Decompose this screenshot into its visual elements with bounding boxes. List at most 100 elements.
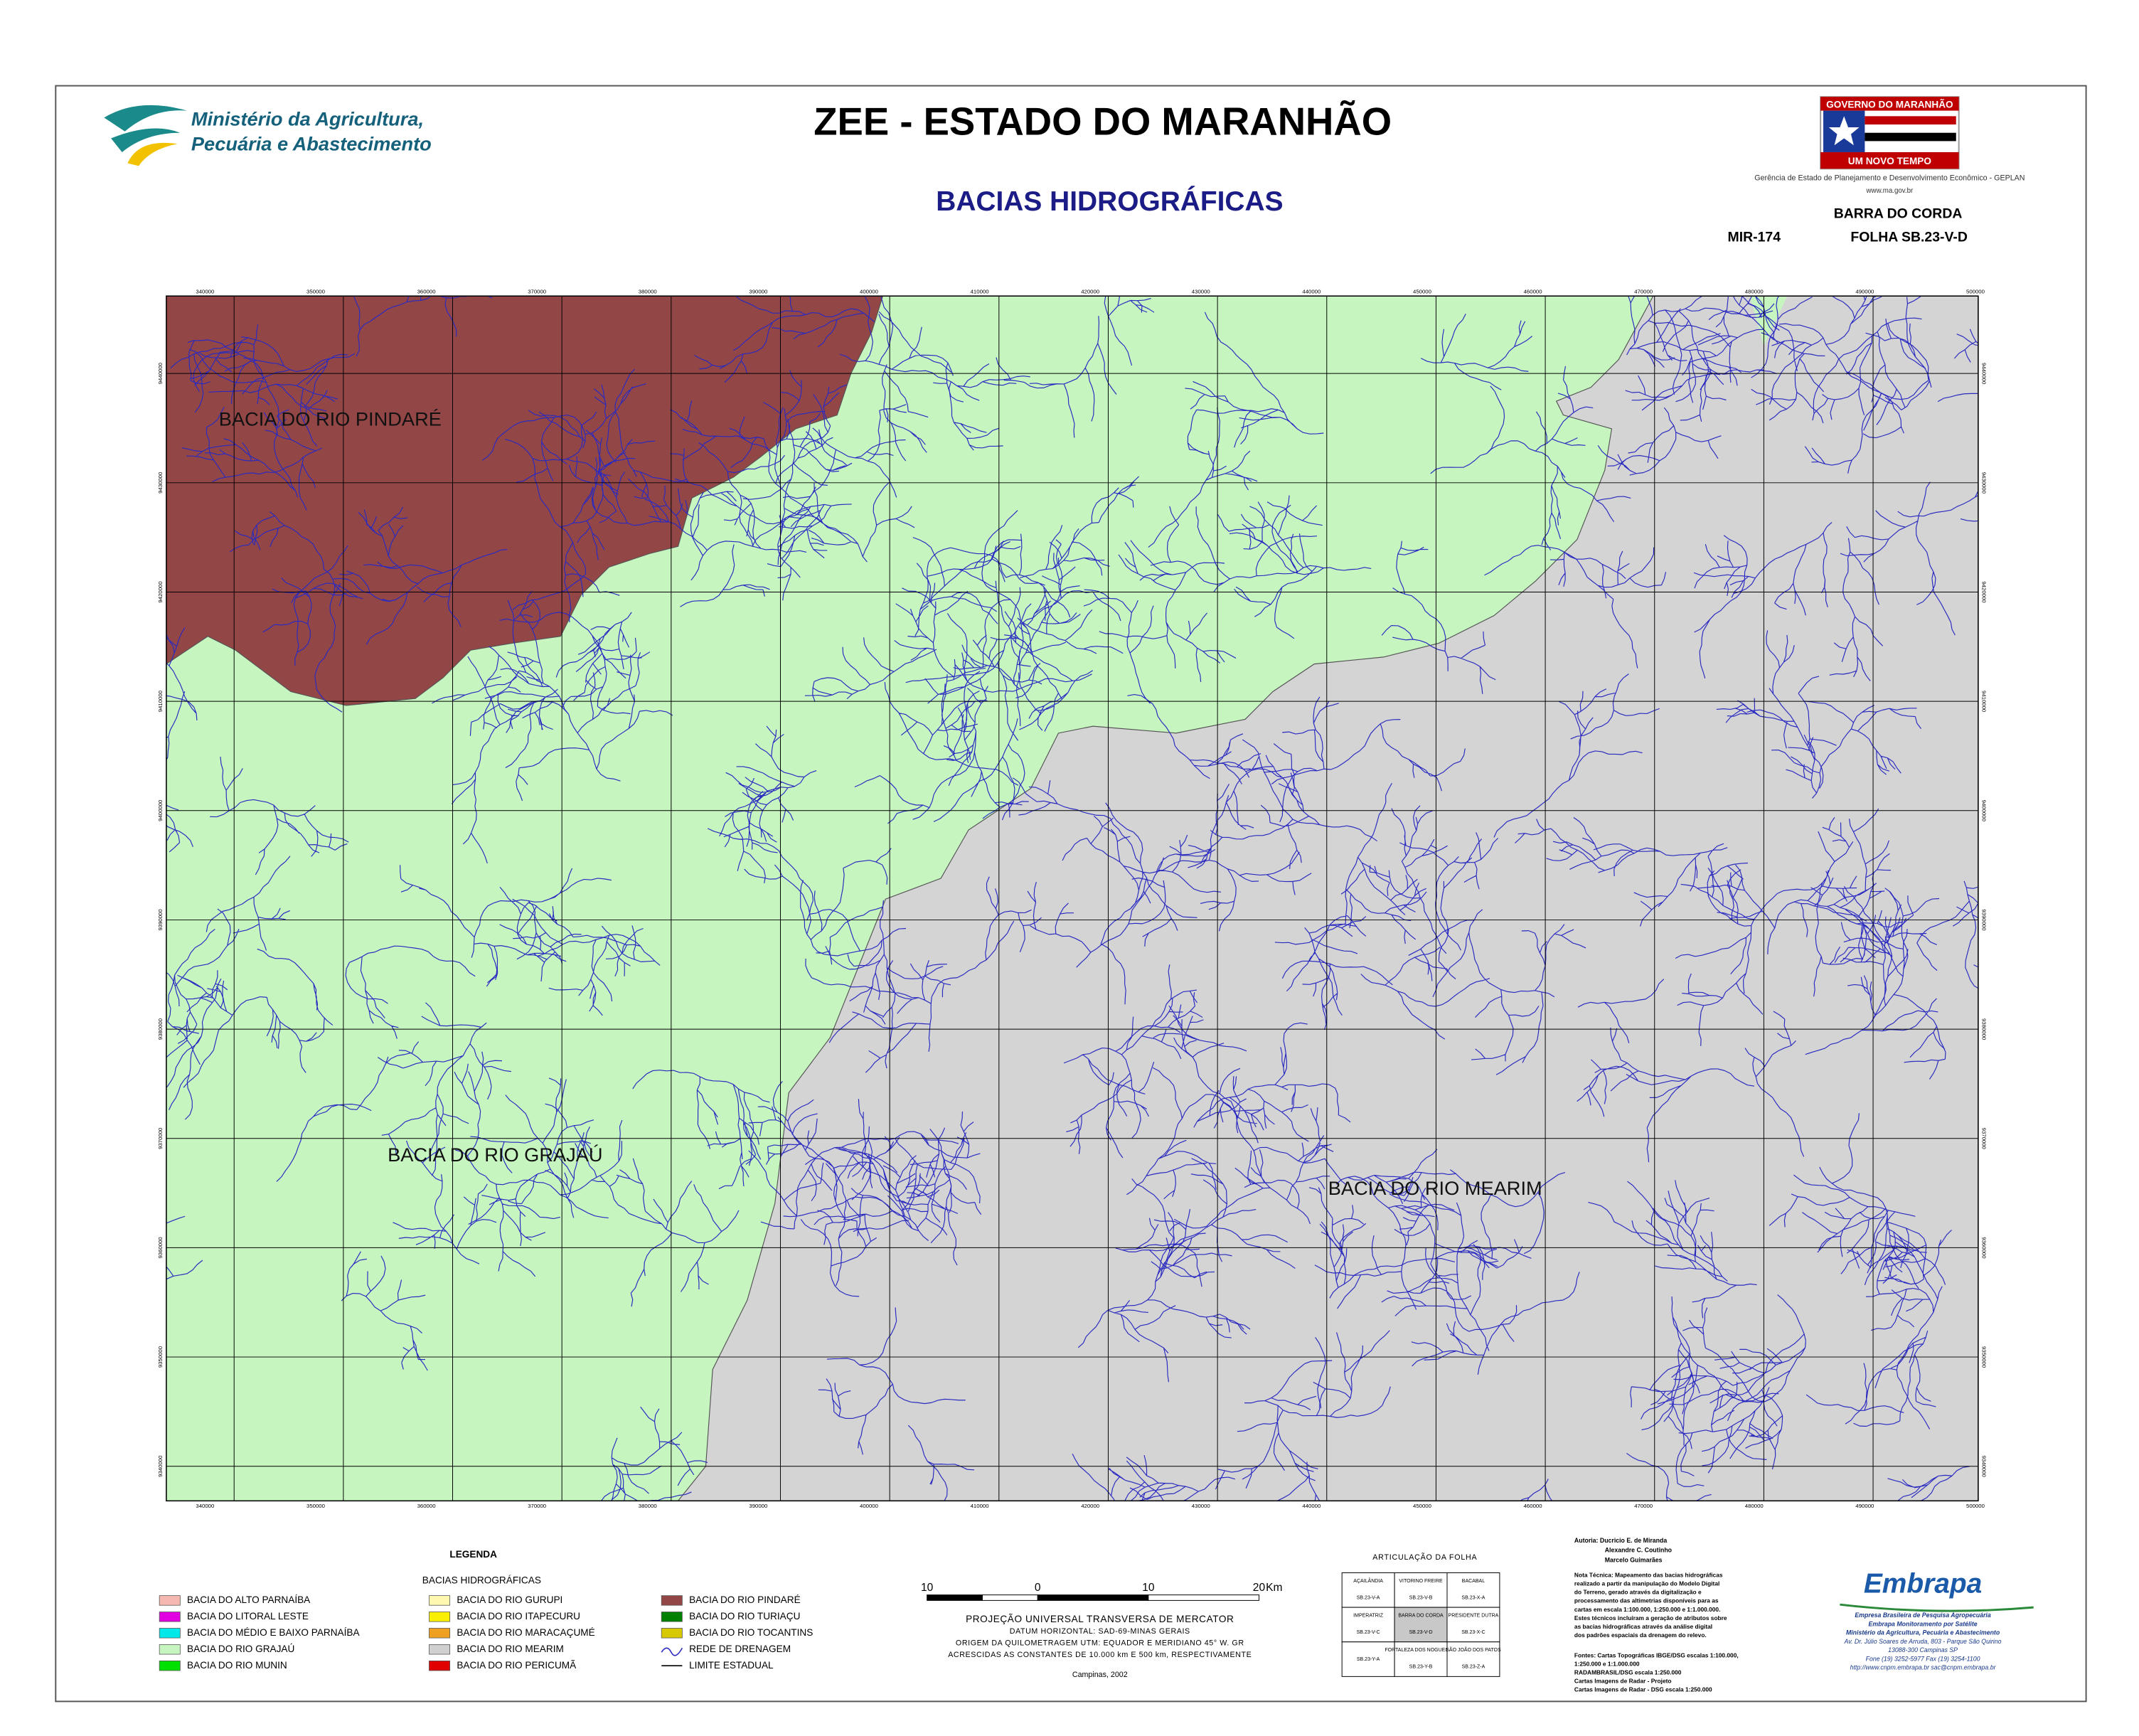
x-coordinate: 480000 xyxy=(1745,1503,1764,1509)
y-coordinate: 9410000 xyxy=(1981,691,1988,713)
x-coordinate: 400000 xyxy=(860,288,879,294)
articulation-text: SB.23-X-A xyxy=(1461,1595,1485,1600)
x-coordinate: 500000 xyxy=(1966,288,1985,294)
articulation-text: SB.23-V-C xyxy=(1357,1630,1380,1635)
legend-swatch xyxy=(159,1595,181,1606)
river xyxy=(166,296,1978,1501)
x-coordinate: 460000 xyxy=(1524,288,1543,294)
scale-label: 10 xyxy=(921,1582,934,1594)
x-coordinate: 460000 xyxy=(1524,1503,1543,1509)
articulation-cell xyxy=(1341,1572,1395,1608)
legend-swatch xyxy=(159,1628,181,1639)
scale-label: 0 xyxy=(1035,1582,1041,1594)
y-coordinate: 9350000 xyxy=(1981,1346,1988,1368)
legend-label: BACIA DO RIO PERICUMÃ xyxy=(457,1660,577,1671)
marginalia: 340000 340000 350000 350000 360000 360000 3700… xyxy=(157,288,2034,1693)
x-coordinate: 470000 xyxy=(1634,1503,1653,1509)
articulation-text: AÇAILÂNDIA xyxy=(1353,1577,1383,1584)
technical-note: dos padrões espaciais da drenagem do rel… xyxy=(1574,1631,1707,1639)
x-coordinate: 500000 xyxy=(1966,1503,1985,1509)
articulation-text: SB.23-Z-A xyxy=(1462,1665,1485,1670)
articulation-cell xyxy=(1394,1641,1448,1677)
x-coordinate: 340000 xyxy=(196,288,215,294)
legend-label: BACIA DO RIO TOCANTINS xyxy=(689,1627,813,1638)
embrapa-line: 13088-300 Campinas SP xyxy=(1888,1646,1958,1654)
y-coordinate: 9340000 xyxy=(157,1455,164,1477)
technical-note: Estes técnicos incluíram a geração de at… xyxy=(1574,1614,1727,1621)
x-coordinate: 340000 xyxy=(196,1503,215,1509)
articulation-cell xyxy=(1446,1607,1500,1643)
x-coordinate: 370000 xyxy=(528,1503,547,1509)
x-coordinate: 440000 xyxy=(1302,1503,1321,1509)
articulation-text: FORTALEZA DOS NOGUEIRAS xyxy=(1385,1648,1457,1653)
region-label: BACIA DO RIO PINDARÉ xyxy=(219,408,442,430)
projection-note: ORIGEM DA QUILOMETRAGEM UTM: EQUADOR E M… xyxy=(956,1639,1244,1648)
scale-label: 20 xyxy=(1253,1582,1266,1594)
scale-label: 10 xyxy=(1142,1582,1155,1594)
y-coordinate: 9360000 xyxy=(1981,1237,1988,1259)
legend-swatch xyxy=(661,1595,683,1606)
x-coordinate: 490000 xyxy=(1855,1503,1874,1509)
articulation-text: VITORINO FREIRE xyxy=(1399,1579,1443,1584)
y-coordinate: 9430000 xyxy=(157,472,164,494)
x-coordinate: 480000 xyxy=(1745,288,1764,294)
x-coordinate: 450000 xyxy=(1413,1503,1432,1509)
legend-swatch xyxy=(429,1595,451,1606)
scale-unit: Km xyxy=(1266,1582,1282,1594)
y-coordinate: 9440000 xyxy=(1981,363,1988,385)
articulation-cell xyxy=(1341,1641,1395,1677)
x-coordinate: 410000 xyxy=(971,288,990,294)
legend-drainage-symbol xyxy=(661,1647,683,1656)
articulation-text: SB.23-V-D xyxy=(1409,1630,1432,1635)
legend-swatch xyxy=(429,1644,451,1655)
articulation-cell xyxy=(1446,1572,1500,1608)
source: Fontes: Cartas Topográficas IBGE/DSG esc… xyxy=(1574,1651,1739,1658)
embrapa-line: Embrapa Monitoramento por Satélite xyxy=(1868,1620,1977,1627)
legend-label: BACIA DO ALTO PARNAÍBA xyxy=(187,1594,311,1605)
y-coordinate: 9370000 xyxy=(1981,1128,1988,1150)
articulation-text: IMPERATRIZ xyxy=(1353,1614,1384,1619)
government-logo xyxy=(1820,96,1960,170)
sheet-name: BARRA DO CORDA xyxy=(1834,206,1963,222)
legend-swatch xyxy=(159,1612,181,1622)
sheet-folha: FOLHA SB.23-V-D xyxy=(1850,230,1968,245)
legend-label: BACIA DO RIO MUNIN xyxy=(187,1660,287,1671)
technical-note: as bacias hidrográficas através da análi… xyxy=(1574,1623,1712,1630)
legend-swatch xyxy=(429,1612,451,1622)
ministry-logo xyxy=(104,105,188,166)
source: Cartas Imagens de Radar - DSG escala 1:2… xyxy=(1574,1686,1712,1693)
source: Cartas Imagens de Radar - Projeto xyxy=(1574,1678,1672,1685)
region-label: BACIA DO RIO MEARIM xyxy=(1328,1177,1542,1199)
title: ZEE - ESTADO DO MARANHÃO xyxy=(814,100,1392,143)
legend-group: BACIAS HIDROGRÁFICAS xyxy=(422,1575,541,1586)
x-coordinate: 410000 xyxy=(971,1503,990,1509)
y-coordinate: 9350000 xyxy=(157,1346,164,1368)
x-coordinate: 360000 xyxy=(417,288,437,294)
articulation-cell xyxy=(1394,1607,1448,1643)
legend-label: BACIA DO RIO ITAPECURU xyxy=(457,1611,580,1621)
articulation-text: BACABAL xyxy=(1462,1579,1485,1584)
embrapa-line: Empresa Brasileira de Pesquisa Agropecuá… xyxy=(1855,1612,1990,1619)
projection-note: PROJEÇÃO UNIVERSAL TRANSVERSA DE MERCATO… xyxy=(966,1614,1234,1624)
technical-note: do Terreno, gerado através da digitaliza… xyxy=(1574,1589,1702,1596)
region-label: BACIA DO RIO GRAJAÚ xyxy=(388,1144,603,1166)
y-coordinate: 9390000 xyxy=(157,909,164,931)
y-coordinate: 9380000 xyxy=(1981,1018,1988,1040)
x-coordinate: 350000 xyxy=(306,1503,326,1509)
x-coordinate: 450000 xyxy=(1413,288,1432,294)
x-coordinate: 490000 xyxy=(1855,288,1874,294)
projection-note: ACRESCIDAS AS CONSTANTES DE 10.000 km E … xyxy=(948,1651,1252,1659)
legend-swatch xyxy=(661,1612,683,1622)
x-coordinate: 390000 xyxy=(749,288,768,294)
articulation-text: BARRA DO CORDA xyxy=(1398,1614,1444,1619)
x-coordinate: 360000 xyxy=(417,1503,437,1509)
y-coordinate: 9370000 xyxy=(157,1127,164,1149)
y-coordinate: 9410000 xyxy=(157,690,164,712)
articulation-cell xyxy=(1341,1607,1395,1643)
articulation-text: SB.23-Y-A xyxy=(1357,1657,1380,1662)
embrapa-line: Fone (19) 3252-5977 Fax (19) 3254-1100 xyxy=(1866,1655,1980,1662)
url: www.ma.gov.br xyxy=(1866,187,1914,195)
embrapa-line: Ministério da Agricultura, Pecuária e Ab… xyxy=(1846,1629,2000,1636)
scale-segment xyxy=(927,1594,983,1601)
